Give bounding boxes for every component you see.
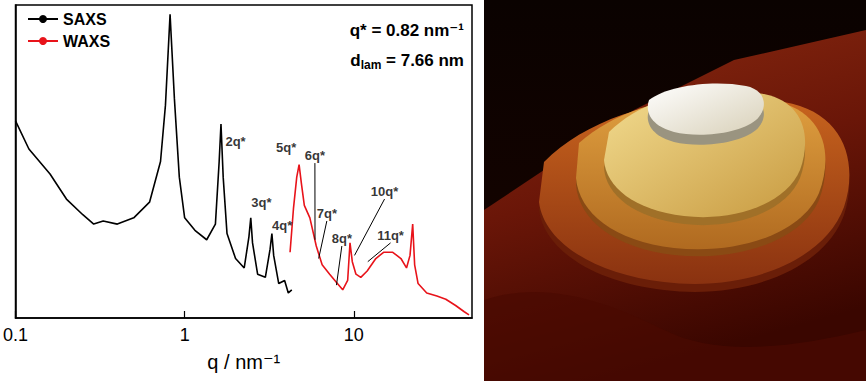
svg-text:10q*: 10q*	[371, 184, 399, 199]
svg-text:11q*: 11q*	[377, 228, 405, 243]
svg-text:2q*: 2q*	[225, 134, 246, 149]
svg-text:= 7.66 nm: = 7.66 nm	[381, 51, 464, 70]
svg-text:lam: lam	[361, 58, 382, 72]
svg-text:0.1: 0.1	[3, 325, 28, 345]
svg-text:SAXS: SAXS	[63, 11, 107, 28]
svg-text:7q*: 7q*	[317, 206, 338, 221]
svg-text:1: 1	[180, 325, 190, 345]
svg-text:WAXS: WAXS	[63, 33, 110, 50]
svg-text:4q*: 4q*	[272, 218, 293, 233]
svg-text:3q*: 3q*	[251, 195, 272, 210]
svg-text:5q*: 5q*	[276, 140, 297, 155]
svg-text:q / nm⁻¹: q / nm⁻¹	[207, 351, 280, 373]
svg-text:6q*: 6q*	[305, 148, 326, 163]
svg-text:8q*: 8q*	[332, 231, 353, 246]
svg-text:q* = 0.82 nm⁻¹: q* = 0.82 nm⁻¹	[350, 21, 465, 40]
svg-text:10: 10	[344, 325, 364, 345]
svg-text:d: d	[350, 51, 360, 70]
